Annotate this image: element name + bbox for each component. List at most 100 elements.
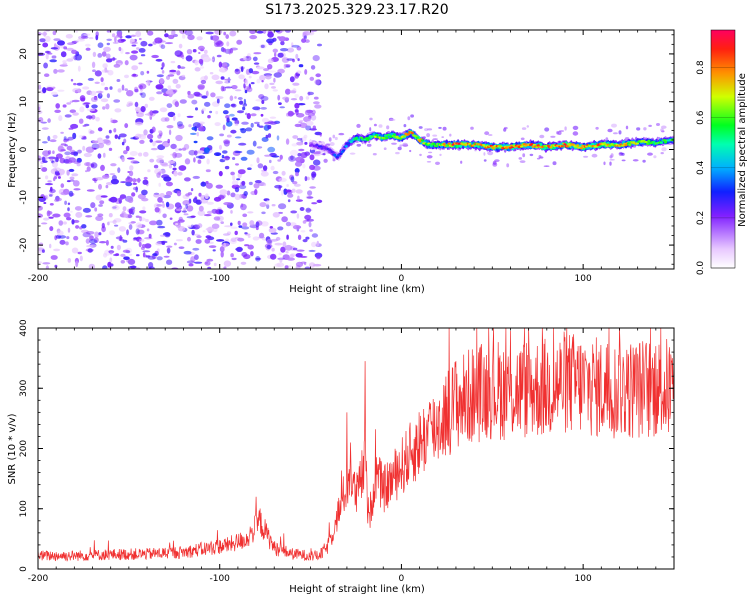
spectrogram-noise-cell <box>240 203 247 211</box>
spectrogram-noise-cell <box>94 70 102 77</box>
spectrogram-noise-cell <box>167 74 175 77</box>
spectrogram-noise-cell <box>101 69 110 73</box>
spectrogram-noise-cell <box>49 139 57 143</box>
spectrogram-noise-cell <box>66 169 70 176</box>
spectrogram-noise-cell <box>265 74 272 80</box>
spectrogram-noise-cell <box>128 222 135 225</box>
spectrogram-noise-cell <box>291 143 298 147</box>
spectrogram-noise-cell <box>307 190 313 196</box>
spectrogram-noise-cell <box>143 129 148 136</box>
spectrogram-noise-cell <box>246 149 255 155</box>
spectrogram-x-ticks: -200 -100 0 100 <box>28 30 675 284</box>
spectrogram-noise-cell <box>146 70 150 74</box>
spectrogram-noise-cell <box>311 202 318 205</box>
spectrogram-noise-cell <box>230 129 237 134</box>
spectrogram-noise-cell <box>159 43 164 48</box>
spectrogram-noise-cell <box>278 102 282 105</box>
spectrogram-noise-cell <box>285 221 291 227</box>
spectrogram-noise-cell <box>147 133 154 140</box>
spectrogram-noise-cell <box>42 87 47 94</box>
spectrogram-noise-cell <box>48 156 56 160</box>
spectrogram-noise-cell <box>161 241 166 245</box>
spectrogram-noise-cell <box>80 35 89 39</box>
spectrogram-noise-cell <box>106 182 113 186</box>
spectrogram-noise-cell <box>176 190 182 197</box>
spectrogram-noise-cell <box>216 152 220 156</box>
spectrogram-noise-cell <box>113 99 121 103</box>
spectrogram-noise-cell <box>150 147 158 151</box>
spectrogram-noise-cell <box>253 52 262 55</box>
spectrogram-noise-cell <box>77 149 82 154</box>
spectrogram-noise-cell <box>167 34 175 40</box>
spectrogram-noise-cell <box>256 78 261 84</box>
spectrogram-noise-cell <box>131 44 137 47</box>
spectrogram-noise-cell <box>100 98 109 103</box>
y-tick-label: 10 <box>19 96 29 108</box>
spectrogram-noise-cell <box>69 109 77 113</box>
spectrogram-noise-cell <box>311 171 317 178</box>
spectrogram-ridge-cell <box>387 133 391 137</box>
spectrogram-ridge-cell <box>532 143 537 146</box>
spectrogram-noise-cell <box>164 42 174 45</box>
spectrogram-noise-cell <box>250 82 255 85</box>
spectrogram-ridge-cell <box>579 147 584 150</box>
spectrogram-noise-cell <box>395 151 400 155</box>
spectrogram-noise-cell <box>131 206 136 210</box>
spectrogram-noise-cell <box>203 214 212 217</box>
spectrogram-noise-cell <box>264 154 271 157</box>
spectrogram-noise-cell <box>214 122 221 127</box>
spectrogram-noise-cell <box>158 182 161 187</box>
spectrogram-noise-cell <box>281 57 290 63</box>
spectrogram-noise-cell <box>506 163 510 168</box>
spectrogram-noise-cell <box>234 96 237 99</box>
spectrogram-noise-cell <box>294 161 303 167</box>
spectrogram-noise-cell <box>69 176 75 180</box>
spectrogram-noise-cell <box>322 152 326 156</box>
spectrogram-noise-cell <box>148 96 155 101</box>
spectrogram-noise-cell <box>303 134 308 139</box>
spectrogram-noise-cell <box>308 262 316 268</box>
spectrogram-noise-cell <box>312 263 322 267</box>
spectrogram-noise-cell <box>288 112 295 116</box>
spectrogram-noise-cell <box>168 129 172 136</box>
spectrogram-noise-cell <box>483 159 487 162</box>
spectrogram-noise-cell <box>42 42 49 48</box>
spectrogram-noise-cell <box>49 59 57 63</box>
y-tick-label: 0 <box>19 566 29 572</box>
colorbar-tick-label: 0.2 <box>696 211 706 225</box>
spectrogram-noise-cell <box>206 201 214 205</box>
spectrogram-noise-cell <box>147 169 151 173</box>
spectrogram-noise-cell <box>224 165 230 170</box>
spectrogram-ridge-cell <box>342 149 346 152</box>
spectrogram-noise-cell <box>52 161 58 168</box>
y-tick-label: 0 <box>19 146 29 152</box>
spectrogram-noise-cell <box>334 136 338 141</box>
spectrogram-noise-cell <box>45 50 50 54</box>
spectrogram-noise-cell <box>111 33 116 38</box>
spectrogram-noise-cell <box>148 233 152 239</box>
spectrogram-noise-cell <box>213 216 221 221</box>
spectrogram-noise-cell <box>65 241 69 246</box>
spectrogram-noise-cell <box>45 265 49 269</box>
spectrogram-noise-cell <box>303 35 307 40</box>
spectrogram-noise-cell <box>66 47 74 51</box>
spectrogram-noise-cell <box>648 124 652 127</box>
spectrogram-noise-cell <box>82 86 90 90</box>
spectrogram-noise-cell <box>260 171 269 177</box>
spectrogram-noise-cell <box>291 44 300 48</box>
spectrogram-noise-cell <box>64 114 72 118</box>
spectrogram-noise-cell <box>186 260 195 264</box>
spectrogram-noise-cell <box>216 98 220 104</box>
spectrogram-noise-cell <box>229 113 235 117</box>
spectrogram-noise-cell <box>135 30 142 38</box>
spectrogram-noise-cell <box>295 171 299 177</box>
spectrogram-noise-cell <box>155 241 163 246</box>
spectrogram-noise-cell <box>60 191 68 196</box>
spectrogram-noise-cell <box>59 239 66 245</box>
spectrogram-noise-cell <box>642 159 646 163</box>
spectrogram-noise-cell <box>529 153 534 157</box>
spectrogram-noise-cell <box>140 54 146 57</box>
spectrogram-noise-cell <box>307 31 315 36</box>
spectrogram-noise-cell <box>257 236 266 239</box>
spectrogram-noise-cell <box>47 118 51 123</box>
